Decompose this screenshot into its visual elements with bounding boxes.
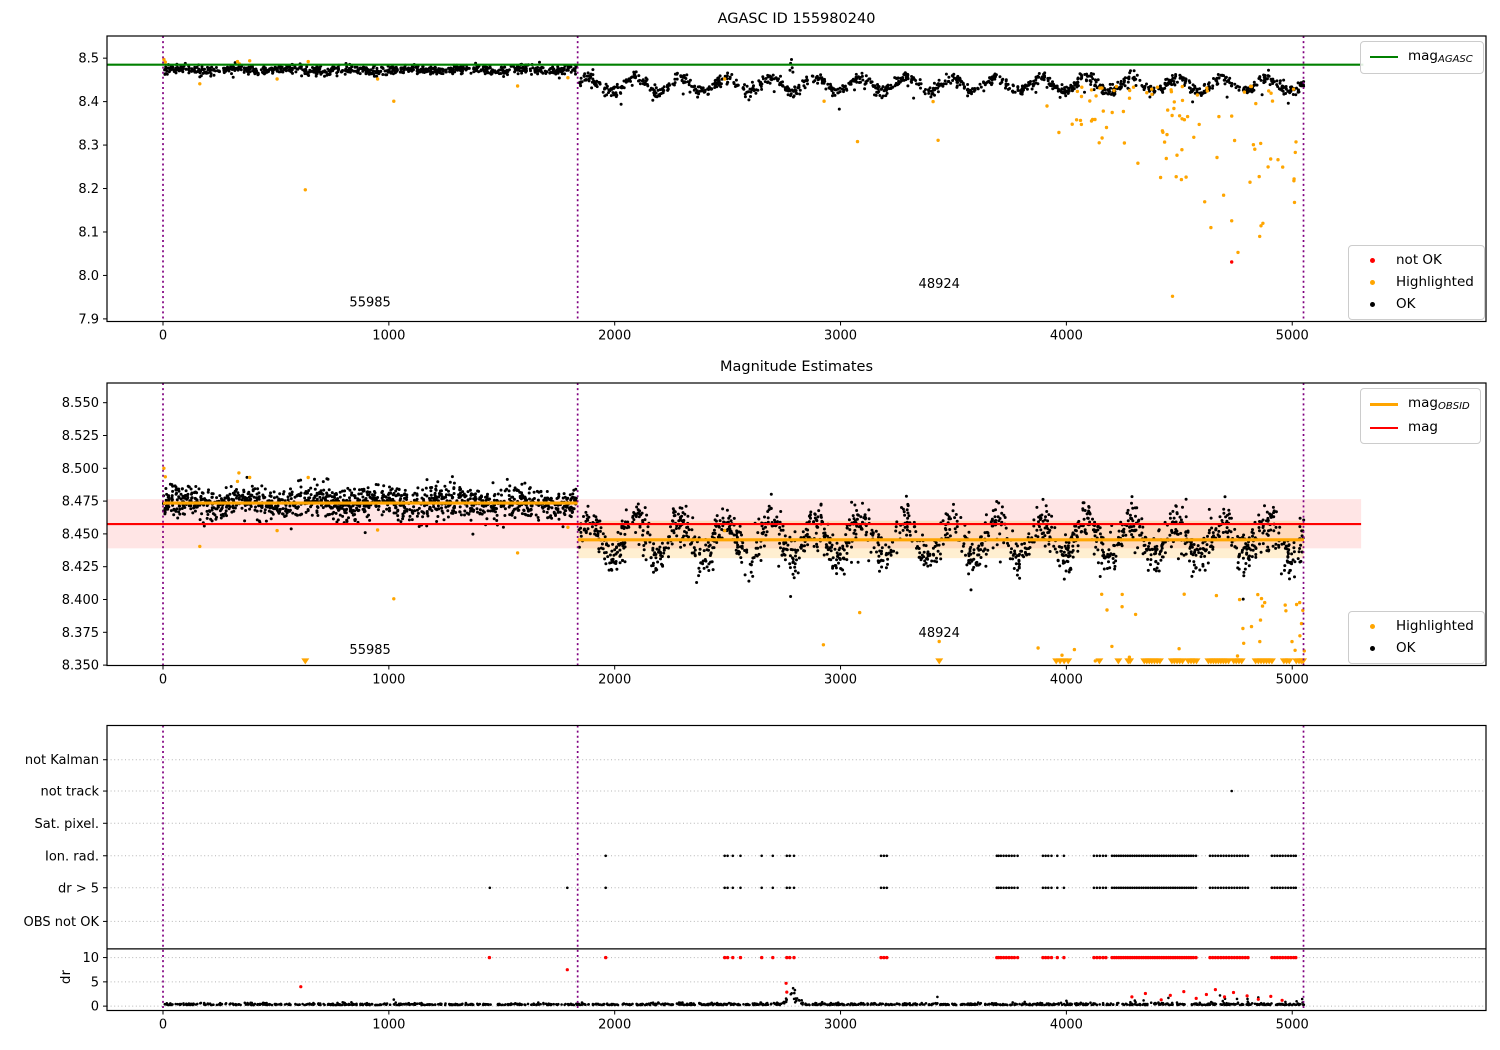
- chart-1-content: 55985 48924: [107, 36, 1364, 322]
- dr-red-low: [299, 968, 1284, 1002]
- legend-item-mag: mag: [1370, 419, 1470, 438]
- green-line-swatch: [1370, 56, 1398, 59]
- legend-label: Highlighted: [1396, 273, 1474, 290]
- highlighted-seg1: [162, 57, 570, 192]
- red-dot-swatch: [1358, 257, 1386, 263]
- obsid-annotation: 48924: [919, 626, 960, 641]
- flag-not-track: [1230, 789, 1233, 793]
- legend-chart2-lines: magOBSID mag: [1360, 388, 1481, 444]
- legend-label: magOBSID: [1408, 395, 1470, 412]
- orange-dot-swatch: [1358, 623, 1386, 629]
- obsid-annotation: 55985: [349, 643, 390, 658]
- not-ok-points: [1230, 260, 1234, 264]
- svg-text:5000: 5000: [1276, 329, 1309, 344]
- svg-text:8.0: 8.0: [78, 269, 99, 284]
- ok-seg1: [163, 60, 578, 80]
- svg-text:0: 0: [159, 329, 167, 344]
- chart-1-x-tick-labels: 0 1000 2000 3000 4000 5000: [159, 321, 1309, 344]
- dr-clipped-red: [487, 955, 1298, 960]
- flag-dr5: [488, 886, 1298, 890]
- legend-label: Highlighted: [1396, 618, 1474, 634]
- svg-text:1000: 1000: [372, 329, 405, 344]
- chart-1-spines: [106, 35, 1487, 323]
- obsid-annotation: 48924: [919, 277, 960, 292]
- chart-3-spines: [106, 724, 1487, 1012]
- legend-item-not-ok: not OK: [1358, 252, 1474, 269]
- highlighted-cloud: [1070, 84, 1298, 239]
- orange-line-swatch: [1370, 402, 1398, 406]
- legend-label: mag: [1408, 418, 1438, 435]
- chart-3-x-tick-labels: 0 1000 2000 3000 4000 5000: [159, 1010, 1309, 1033]
- black-dot-swatch: [1358, 301, 1386, 307]
- chart-2-x-tick-labels: 0 1000 2000 3000 4000 5000: [159, 665, 1309, 688]
- chart-2-content: 55985 48924: [107, 383, 1362, 666]
- legend-item-ok: OK: [1358, 296, 1474, 313]
- svg-text:4000: 4000: [1050, 329, 1083, 344]
- dr-baseline: [163, 991, 1306, 1007]
- svg-text:8.3: 8.3: [78, 139, 99, 154]
- orange-dot-swatch: [1358, 279, 1386, 285]
- chart-1-y-tick-labels: 7.9 8.0 8.1 8.2 8.3 8.4 8.5: [78, 52, 107, 327]
- legend-item-highlighted: Highlighted: [1358, 274, 1474, 291]
- highlighted-seg2-sparse: [723, 528, 1109, 647]
- legend-chart1-markers: not OK Highlighted OK: [1348, 245, 1485, 320]
- svg-text:8.4: 8.4: [78, 95, 99, 110]
- chart-2-y-tick-labels: 8.3508.3758.4008.4258.4508.4758.5008.525…: [62, 396, 107, 674]
- legend-item-ok: OK: [1358, 640, 1474, 657]
- dr-axis-label: dr: [58, 969, 74, 985]
- svg-text:8.5: 8.5: [78, 52, 99, 67]
- dr-black-extras: [392, 986, 1260, 1003]
- highlighted-seg2-sparse: [723, 77, 1297, 298]
- chart-3-content: [107, 725, 1486, 1011]
- legend-label: not OK: [1396, 252, 1442, 268]
- svg-text:2000: 2000: [598, 329, 631, 344]
- clipped-triangles: [301, 658, 1308, 665]
- ok-spike: [788, 58, 795, 74]
- red-line-swatch: [1370, 426, 1398, 429]
- chart1-title: AGASC ID 155980240: [717, 11, 876, 27]
- legend-label: OK: [1396, 639, 1416, 656]
- legend-item-highlighted: Highlighted: [1358, 618, 1474, 635]
- black-dot-swatch: [1358, 645, 1386, 651]
- legend-label: OK: [1396, 295, 1416, 312]
- legend-item-mag-agasc: magAGASC: [1370, 48, 1473, 67]
- ok-seg2: [577, 68, 1306, 111]
- svg-text:8.2: 8.2: [78, 182, 99, 197]
- svg-text:8.1: 8.1: [78, 225, 99, 240]
- ok-seg2: [577, 492, 1306, 601]
- chart2-title: Magnitude Estimates: [719, 359, 874, 375]
- legend-item-mag-obsid: magOBSID: [1370, 395, 1470, 414]
- svg-text:7.9: 7.9: [78, 312, 99, 327]
- highlighted-seg1: [162, 466, 570, 601]
- legend-mag-agasc: magAGASC: [1360, 41, 1484, 74]
- legend-chart2-markers: Highlighted OK: [1348, 611, 1485, 664]
- chart-2-spines: [106, 382, 1487, 667]
- svg-text:3000: 3000: [824, 329, 857, 344]
- legend-label: magAGASC: [1408, 48, 1473, 65]
- highlighted-cloud: [1036, 592, 1307, 663]
- obsid-annotation: 55985: [349, 295, 390, 310]
- flag-ion-rad: [604, 854, 1298, 858]
